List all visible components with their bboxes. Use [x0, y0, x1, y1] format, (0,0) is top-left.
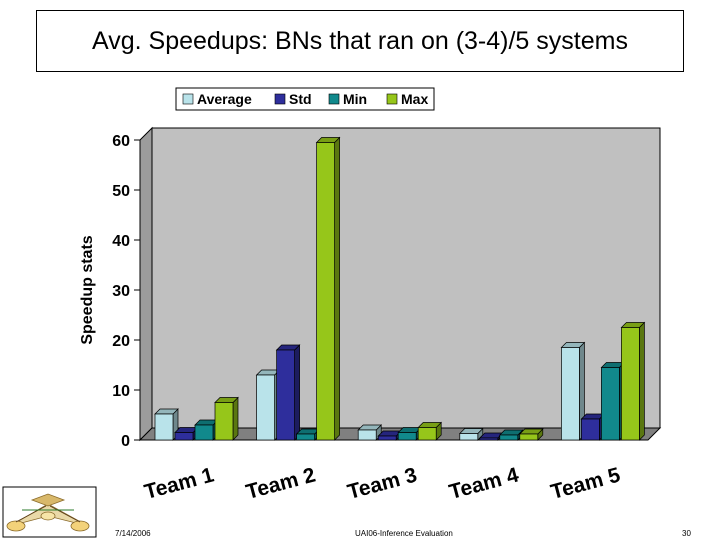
- bar-max-1: [214, 396, 239, 441]
- uai-logo-icon: [2, 486, 97, 538]
- footer-date: 7/14/2006: [115, 529, 151, 538]
- legend: Average Std Min Max: [175, 87, 435, 111]
- legend-swatch-min: [328, 93, 340, 105]
- bar-min-1: [194, 419, 219, 441]
- bar-min-5: [600, 361, 626, 441]
- footer-center-text: UAI06-Inference Evaluation: [355, 529, 453, 538]
- bar-max-5: [620, 321, 646, 441]
- bar-average-3: [357, 424, 383, 441]
- bar-min-2: [295, 428, 321, 441]
- bar-average-5: [560, 341, 586, 441]
- bar-std-3: [377, 430, 403, 441]
- y-tick-label: 50: [112, 183, 130, 200]
- bar-std-2: [275, 344, 301, 441]
- bar-min-3: [397, 426, 423, 441]
- y-tick-label: 30: [112, 283, 130, 300]
- slide-title-box: Avg. Speedups: BNs that ran on (3-4)/5 s…: [36, 10, 684, 72]
- y-tick-label: 0: [121, 433, 130, 450]
- bar-max-4: [518, 428, 544, 441]
- legend-swatch-average: [182, 93, 194, 105]
- y-tick-label: 60: [112, 133, 130, 150]
- y-axis-title: Speedup stats: [79, 235, 96, 344]
- bar-std-5: [580, 413, 606, 441]
- x-category-label: Team 1: [142, 463, 217, 504]
- bar-max-3: [417, 421, 443, 441]
- y-tick-label: 40: [112, 233, 130, 250]
- bar-average-4: [458, 427, 484, 441]
- bar-min-4: [498, 429, 524, 441]
- bar-std-1: [174, 426, 199, 441]
- legend-label-min: Min: [343, 91, 367, 107]
- legend-swatch-max: [386, 93, 398, 105]
- bar-max-2: [315, 136, 341, 441]
- y-tick-label: 10: [112, 383, 130, 400]
- bar-average-2: [255, 369, 281, 441]
- legend-label-std: Std: [289, 91, 312, 107]
- legend-label-average: Average: [197, 91, 252, 107]
- legend-swatch-std: [274, 93, 286, 105]
- bar-average-1: [154, 408, 179, 441]
- plot-side-wall: [139, 126, 153, 442]
- y-tick-label: 20: [112, 333, 130, 350]
- x-category-label: Team 3: [345, 463, 419, 504]
- x-category-label: Team 5: [548, 463, 623, 504]
- slide-title: Avg. Speedups: BNs that ran on (3-4)/5 s…: [92, 26, 628, 55]
- x-category-label: Team 4: [447, 463, 522, 504]
- x-category-label: Team 2: [244, 463, 318, 504]
- legend-label-max: Max: [401, 91, 428, 107]
- page-number: 30: [682, 529, 691, 538]
